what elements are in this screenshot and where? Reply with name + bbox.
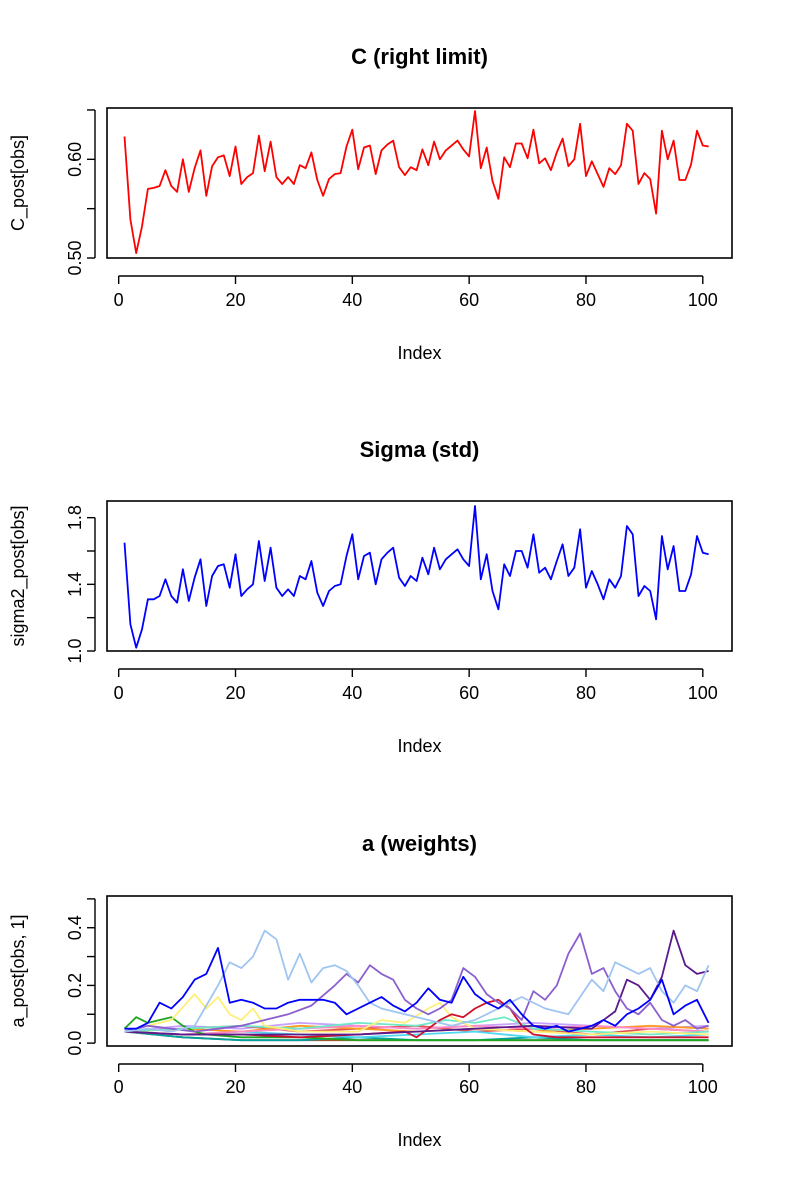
chart-2-title: Sigma (std) [360, 437, 480, 462]
chart-3-plot-frame [106, 895, 733, 1047]
chart-2-x-tick-label: 60 [459, 683, 479, 703]
chart-3-x-tick-label: 0 [114, 1077, 124, 1097]
chart-1-x-tick-label: 80 [576, 290, 596, 310]
chart-1-title: C (right limit) [351, 44, 488, 69]
chart-2-y-tick-label: 1.0 [65, 638, 85, 663]
chart-3-series-line-6 [124, 993, 709, 1036]
chart-3-x-tick-label: 100 [688, 1077, 718, 1097]
chart-2-plot-frame [106, 500, 733, 652]
chart-2-series-line-1 [123, 505, 709, 649]
chart-3-y-tick-label: 0.2 [65, 973, 85, 998]
chart-2-x-tick-label: 20 [225, 683, 245, 703]
chart-1-plot-frame [106, 107, 733, 259]
chart-2-y-tick-label: 1.4 [65, 572, 85, 597]
chart-3-x-axis-label: Index [397, 1130, 441, 1150]
chart-1-y-tick-label: 0.60 [65, 142, 85, 177]
chart-1-x-tick-label: 100 [688, 290, 718, 310]
chart-2-x-tick-label: 80 [576, 683, 596, 703]
chart-3-x-tick-label: 20 [225, 1077, 245, 1097]
chart-2-x-axis-label: Index [397, 736, 441, 756]
chart-1-x-tick-label: 40 [342, 290, 362, 310]
chart-3-x-tick-label: 80 [576, 1077, 596, 1097]
chart-3-series-line-3 [124, 932, 709, 1033]
chart-1-y-axis-label: C_post[obs] [8, 135, 29, 231]
chart-2-x-tick-label: 100 [688, 683, 718, 703]
chart-3-series-line-5 [124, 998, 709, 1039]
chart-2-y-axis-label: sigma2_post[obs] [8, 505, 29, 646]
chart-3-y-tick-label: 0.4 [65, 915, 85, 940]
chart-1-y-tick-label: 0.50 [65, 240, 85, 275]
chart-2-x-tick-label: 40 [342, 683, 362, 703]
chart-3-y-tick-label: 0.0 [65, 1031, 85, 1056]
chart-3-x-tick-label: 60 [459, 1077, 479, 1097]
chart-3-y-axis-label: a_post[obs, 1] [8, 914, 29, 1027]
chart-1-x-tick-label: 20 [225, 290, 245, 310]
chart-3-series-line-2 [124, 929, 710, 1033]
chart-1-x-tick-label: 0 [114, 290, 124, 310]
chart-3-series-line-1 [124, 947, 710, 1033]
chart-3-series-line-9 [124, 1024, 709, 1036]
chart-2-x-tick-label: 0 [114, 683, 124, 703]
chart-1-series-line-1 [123, 110, 709, 255]
chart-1-x-axis-label: Index [397, 343, 441, 363]
chart-1-x-tick-label: 60 [459, 290, 479, 310]
chart-3-title: a (weights) [362, 831, 477, 856]
chart-3-x-tick-label: 40 [342, 1077, 362, 1097]
chart-3-series-line-7 [123, 1016, 709, 1042]
chart-2-y-tick-label: 1.8 [65, 505, 85, 530]
